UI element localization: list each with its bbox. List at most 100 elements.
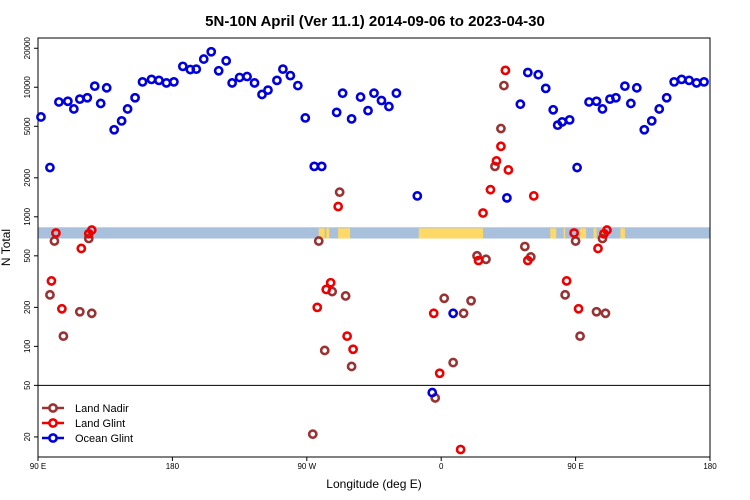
data-point [242,71,252,82]
data-point [591,96,602,107]
data-point [168,76,179,87]
data-point [485,184,496,195]
data-point [611,92,621,103]
data-point [569,228,580,238]
data-point [522,255,533,266]
data-point [300,113,311,123]
data-point [548,104,559,115]
data-point [109,124,120,135]
data-point [325,277,336,288]
data-point [593,243,603,254]
y-tick-label: 5000 [23,117,32,135]
data-point [560,289,571,300]
data-point [427,387,438,398]
y-tick-label: 200 [23,300,32,314]
data-point [161,78,172,88]
data-point [86,308,97,319]
data-point [661,92,672,103]
data-point [625,98,636,109]
y-tick-label: 1000 [23,207,32,225]
data-point [496,141,506,152]
data-point [684,75,694,86]
data-point [213,65,224,76]
y-tick-label: 20000 [23,37,32,60]
data-point [391,88,402,99]
series-land-glint [46,65,612,455]
data-point [412,191,423,201]
x-tick-label: 90 E [30,462,46,471]
data-point [45,162,55,173]
data-point [699,76,709,87]
data-point [83,233,94,244]
land-segment [318,228,325,239]
data-point [307,429,318,440]
land-segment [593,228,597,239]
data-point [481,254,491,265]
data-point [331,107,342,118]
data-point [249,78,260,88]
legend-marker [48,403,58,413]
data-point [639,124,650,135]
data-point [503,165,514,175]
y-tick-label: 500 [23,249,32,263]
data-point [500,65,511,76]
data-point [285,70,296,81]
data-point [116,115,127,126]
y-tick-label: 20 [23,432,32,441]
data-point [177,61,188,72]
data-point [346,113,357,124]
data-point [502,192,512,203]
land-segment [550,228,557,239]
data-point [473,255,484,266]
x-tick-label: 180 [166,462,180,471]
data-point [455,444,466,455]
y-axis: 20 50 100 200 500 1000 2000 5000 10000 20000 [23,37,38,441]
data-point [575,331,585,342]
data-point [619,81,630,92]
series-ocean-glint [36,46,709,398]
data-point [631,82,642,93]
data-point [95,98,106,109]
data-point [597,104,608,114]
data-point [101,82,112,93]
data-point [36,112,46,122]
data-point [46,276,57,286]
data-point [313,236,324,246]
data-point [428,308,439,319]
legend-label: Land Glint [75,418,125,430]
data-point [334,187,345,198]
data-point [448,357,459,368]
data-point [540,83,551,94]
y-tick-label: 2000 [23,168,32,186]
data-point [278,64,288,75]
data-point [557,117,568,127]
data-point [221,55,232,66]
data-point [76,243,87,254]
data-point [490,161,500,172]
data-point [496,123,506,134]
x-tick-label: 90 W [297,462,316,471]
land-segment [600,228,604,239]
data-point [312,302,323,313]
data-point [56,303,67,314]
data-points [36,46,709,455]
data-point [191,64,202,75]
data-point [669,76,680,87]
data-point [458,308,469,319]
data-point [597,233,608,244]
land-segment [563,228,566,239]
data-point [257,89,267,100]
data-point [82,92,93,103]
plot-frame [37,37,711,458]
legend-label: Ocean Glint [75,433,133,445]
data-point [376,95,387,106]
data-point [355,92,366,102]
data-point [89,81,100,92]
data-point [272,75,282,86]
data-point [54,97,64,107]
data-point [58,331,69,342]
data-point [363,105,373,116]
data-point [122,104,133,114]
legend-marker [48,418,58,428]
